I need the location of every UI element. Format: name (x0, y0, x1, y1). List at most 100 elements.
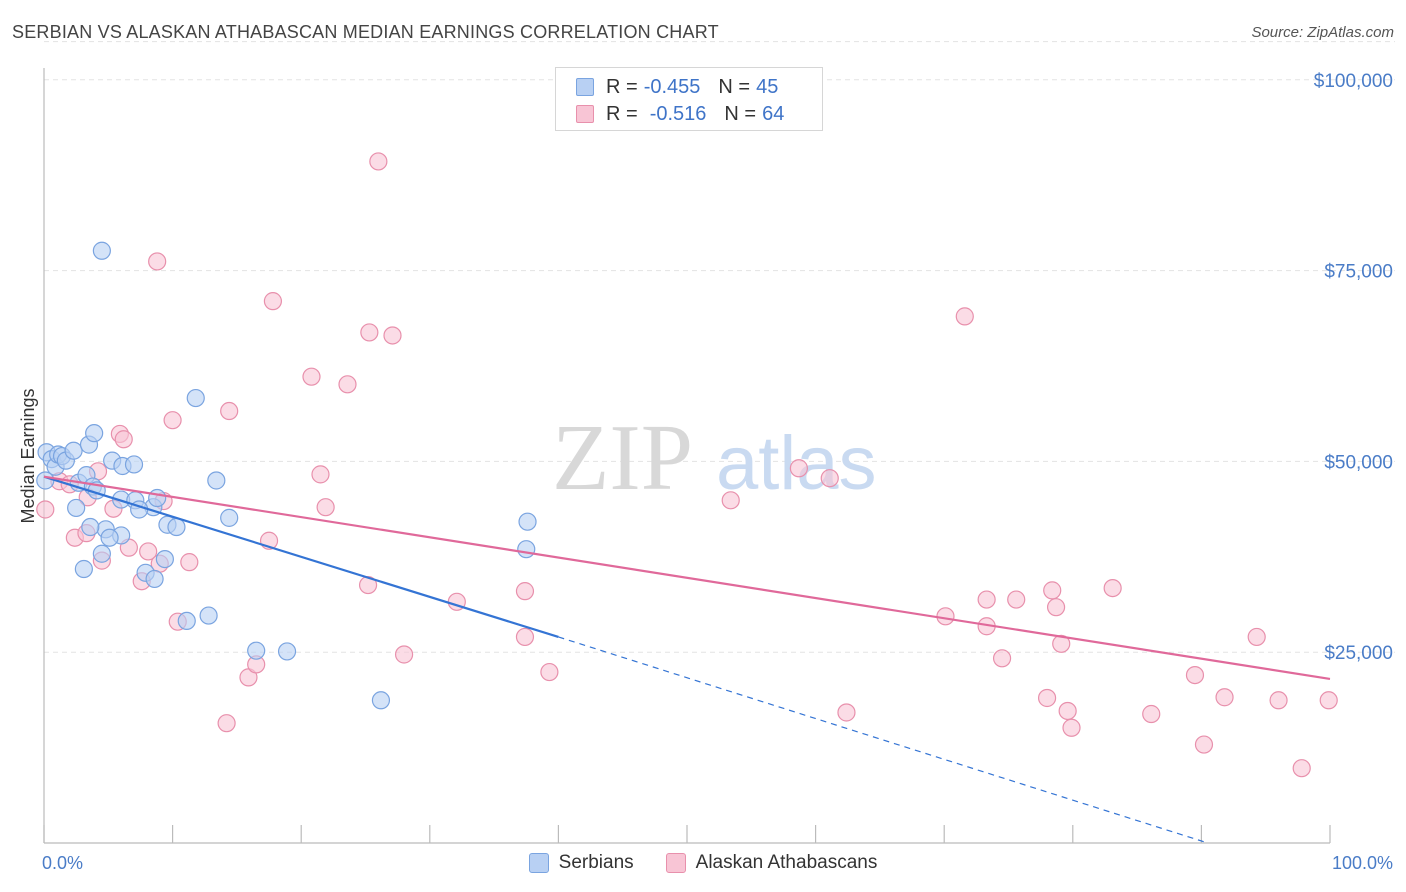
n-label: N = (724, 102, 757, 125)
athabascan-point (1319, 691, 1338, 710)
y-tick-label: $50,000 (1324, 452, 1393, 473)
serbian-point (518, 512, 537, 531)
athabascan-point (148, 252, 167, 271)
serbian-point (92, 544, 111, 563)
serbian-point (36, 471, 55, 490)
serbian-point (207, 471, 226, 490)
athabascan-point (515, 582, 535, 601)
athabascan-point (114, 430, 133, 449)
y-tick-label: $75,000 (1324, 262, 1393, 283)
athabascan-point (263, 292, 283, 311)
serbian-point (371, 691, 391, 710)
athabascan-point (302, 367, 321, 386)
chart-title: SERBIAN VS ALASKAN ATHABASCAN MEDIAN EAR… (12, 22, 719, 42)
y-tick-label: $100,000 (1314, 71, 1393, 92)
serbian-point (177, 611, 196, 631)
serbian-point (148, 488, 167, 508)
serbian-point (199, 606, 218, 625)
athabascan-point (369, 152, 388, 171)
athabascan-point (1052, 634, 1071, 653)
serbian-point (100, 528, 119, 547)
legend-swatch-pink (576, 105, 594, 123)
serbian-point (220, 508, 239, 527)
legend-label-serbians: Serbians (558, 852, 634, 873)
athabascan-point (311, 465, 330, 484)
athabascan-point (139, 542, 158, 561)
athabascan-point (789, 459, 808, 478)
athabascan-point (180, 553, 199, 572)
athabascan-point (36, 500, 55, 519)
legend-swatch-blue (576, 78, 594, 96)
athabascan-point (338, 375, 357, 394)
serbian-point (186, 388, 205, 408)
y-axis-label: Median Earnings (18, 388, 38, 523)
athabascan-point (977, 590, 996, 609)
athabascan-point (1046, 598, 1066, 617)
athabascan-point (820, 469, 839, 488)
athabascan-point (1185, 665, 1205, 685)
n-label: N = (718, 75, 751, 98)
athabascan-point (1037, 688, 1057, 708)
r-value: -0.455 (643, 75, 701, 98)
serbian-point (81, 517, 100, 537)
serbian-trend-extension (558, 636, 1209, 844)
athabascan-point (955, 307, 974, 326)
legend-item-athabascans: Alaskan Athabascans (665, 852, 878, 874)
athabascan-point (721, 491, 740, 510)
y-tick-label: $25,000 (1324, 643, 1393, 664)
athabascan-point (837, 703, 856, 722)
athabascan-point (383, 326, 402, 345)
correlation-legend: R = -0.455 N = 45 R = -0.516 N = 64 (555, 67, 823, 131)
athabascan-point (1215, 688, 1234, 707)
athabascan-point (217, 714, 236, 733)
series-legend: Serbians Alaskan Athabascans (0, 852, 1406, 874)
r-label: R = (606, 75, 638, 98)
athabascan-point (936, 607, 955, 626)
x-tick-label: 0.0% (42, 853, 83, 873)
athabascan-point (515, 627, 535, 647)
serbian-point (145, 569, 164, 589)
serbian-point (64, 441, 83, 460)
serbian-point (277, 642, 297, 661)
legend-row-athabascans: R = -0.516 N = 64 (576, 101, 784, 127)
athabascan-point (992, 649, 1012, 668)
x-tick-label: 100.0% (1332, 853, 1393, 873)
legend-label-athabascans: Alaskan Athabascans (695, 852, 878, 873)
athabascan-point (1058, 701, 1077, 721)
athabascan-point (1247, 627, 1266, 647)
athabascan-point (1007, 590, 1026, 609)
watermark-zip: ZIP (552, 406, 693, 510)
n-value: 64 (762, 102, 785, 125)
serbian-point (167, 517, 186, 537)
legend-item-serbians: Serbians (528, 852, 634, 874)
r-value: -0.516 (649, 102, 707, 125)
serbian-point (247, 641, 266, 660)
athabascan-point (316, 498, 335, 517)
serbian-point (92, 241, 111, 260)
athabascan-point (1103, 578, 1122, 598)
trend-lines (43, 475, 1331, 844)
athabascan-point (360, 323, 379, 342)
legend-swatch-blue (528, 853, 549, 873)
source-credit: Source: ZipAtlas.com (1251, 24, 1394, 41)
axes: $25,000 $50,000 $75,000 $100,000 0.0% 100.0% (42, 68, 1393, 873)
athabascan-trend-line (43, 475, 1331, 680)
athabascan-point (1043, 581, 1062, 600)
watermark: ZIP atlas (552, 406, 877, 510)
athabascan-point (540, 662, 559, 682)
r-label: R = (606, 102, 638, 125)
serbian-point (74, 559, 93, 579)
grid (44, 41, 1395, 653)
serbian-point (124, 455, 144, 474)
athabascan-point (1194, 735, 1214, 754)
serbian-point (155, 549, 174, 569)
legend-row-serbians: R = -0.455 N = 45 (576, 74, 778, 100)
athabascan-point (220, 401, 239, 421)
serbian-point (85, 424, 104, 443)
legend-swatch-pink (665, 853, 686, 873)
athabascan-point (1142, 704, 1161, 724)
serbian-point (517, 540, 536, 559)
athabascan-point (394, 645, 414, 664)
n-value: 45 (756, 75, 779, 98)
